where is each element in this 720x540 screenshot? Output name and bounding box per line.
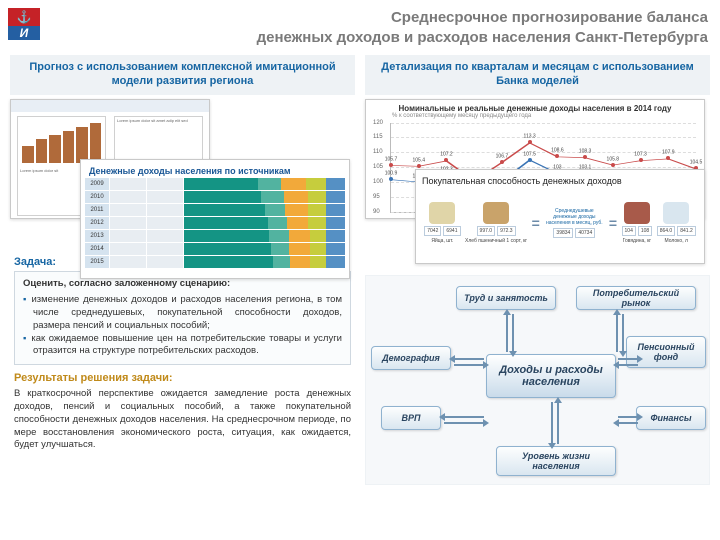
bullet-item: изменение денежных доходов и расходов на… bbox=[33, 294, 342, 332]
line-chart-title: Номинальные и реальные денежные доходы н… bbox=[370, 104, 700, 113]
table-row: 2009 bbox=[85, 178, 345, 190]
table-row: 2013 bbox=[85, 230, 345, 242]
good-item: 997.0972.3Хлеб пшеничный 1 сорт, кг bbox=[465, 202, 527, 244]
diagram-arrow bbox=[616, 314, 618, 352]
purchasing-power-thumbnail: Покупательная способность денежных доход… bbox=[415, 169, 705, 264]
diagram-node-demo: Демография bbox=[371, 346, 451, 370]
good-item: 864.0841.2Молоко, л bbox=[657, 202, 696, 244]
table-rows: 2009 2010 2011 2012 2013 bbox=[85, 178, 345, 268]
right-thumbnails: Номинальные и реальные денежные доходы н… bbox=[365, 99, 710, 269]
good-item: 70426941Яйца, шт. bbox=[424, 202, 460, 244]
diagram-node-pension: Пенсионный фонд bbox=[626, 336, 706, 368]
line-chart-subtitle: % к соответствующему месяцу предыдущего … bbox=[392, 113, 700, 119]
table-title: Денежные доходы населения по источникам bbox=[85, 164, 345, 178]
diagram-arrow bbox=[618, 364, 638, 366]
diagram-arrow bbox=[454, 364, 484, 366]
scenario-bullets: изменение денежных доходов и расходов на… bbox=[23, 294, 342, 358]
bullet-item: как ожидаемое повышение цен на потребите… bbox=[33, 333, 342, 359]
scenario-box: Оценить, согласно заложенному сценарию: … bbox=[14, 271, 351, 365]
equals-icon: = bbox=[532, 215, 540, 231]
left-thumbnails: Lorem ipsum dolor sit Lorem ipsum dolor … bbox=[10, 99, 355, 249]
diagram-node-fin: Финансы bbox=[636, 406, 706, 430]
logo-emblem: ⚓ bbox=[8, 8, 40, 26]
table-row: 2012 bbox=[85, 217, 345, 229]
diagram-center: Доходы и расходы населения bbox=[486, 354, 616, 398]
page-header: ⚓ И Среднесрочное прогнозирование баланс… bbox=[0, 0, 720, 51]
logo-letter: И bbox=[8, 26, 40, 40]
purch-title: Покупательная способность денежных доход… bbox=[422, 176, 698, 186]
diagram-arrow bbox=[551, 402, 553, 444]
diagram-arrow bbox=[557, 402, 559, 444]
diagram-arrow bbox=[618, 422, 638, 424]
equals-icon: = bbox=[609, 215, 617, 231]
diagram-arrow bbox=[454, 358, 484, 360]
table-row: 2015 bbox=[85, 256, 345, 268]
left-column: Прогноз с использованием комплексной ими… bbox=[10, 55, 355, 485]
results-text: В краткосрочной перспективе ожидается за… bbox=[14, 388, 351, 452]
right-column: Детализация по кварталам и месяцам с исп… bbox=[365, 55, 710, 485]
table-row: 2014 bbox=[85, 243, 345, 255]
income-table-thumbnail: Денежные доходы населения по источникам … bbox=[80, 159, 350, 279]
table-row: 2011 bbox=[85, 204, 345, 216]
center-income: Среднедушевые денежные доходы населения … bbox=[544, 208, 604, 238]
diagram-arrow bbox=[512, 314, 514, 352]
diagram-node-labor: Труд и занятость bbox=[456, 286, 556, 310]
flow-diagram: Доходы и расходы населения Труд и занятос… bbox=[365, 275, 710, 485]
diagram-arrow bbox=[506, 314, 508, 352]
right-subtitle: Детализация по кварталам и месяцам с исп… bbox=[365, 55, 710, 95]
diagram-arrow bbox=[622, 314, 624, 352]
left-subtitle: Прогноз с использованием комплексной ими… bbox=[10, 55, 355, 95]
goods-row: 70426941Яйца, шт.997.0972.3Хлеб пшеничны… bbox=[422, 190, 698, 256]
diagram-node-vrp: ВРП bbox=[381, 406, 441, 430]
diagram-arrow bbox=[618, 358, 638, 360]
scenario-lead: Оценить, согласно заложенному сценарию: bbox=[23, 278, 342, 291]
task-block: Задача: Оценить, согласно заложенному сц… bbox=[10, 249, 355, 453]
diagram-arrow bbox=[444, 422, 484, 424]
diagram-node-market: Потребительский рынок bbox=[576, 286, 696, 310]
good-item: 104108Говядина, кг bbox=[622, 202, 653, 244]
page-title: Среднесрочное прогнозирование баланса де… bbox=[52, 8, 708, 47]
table-row: 2010 bbox=[85, 191, 345, 203]
diagram-arrow bbox=[444, 416, 484, 418]
results-heading: Результаты решения задачи: bbox=[14, 371, 351, 386]
logo: ⚓ И bbox=[8, 8, 40, 40]
diagram-node-life: Уровень жизни населения bbox=[496, 446, 616, 476]
diagram-arrow bbox=[618, 416, 638, 418]
